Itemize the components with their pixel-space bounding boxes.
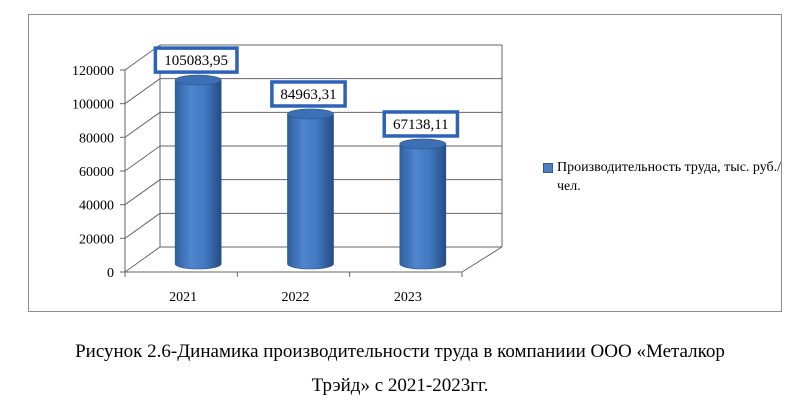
data-label-box: [153, 46, 239, 74]
gridline-side: [124, 212, 161, 239]
x-tick-label: 2021: [169, 290, 197, 305]
y-tick-label: 0: [107, 266, 114, 281]
bar: [399, 143, 447, 270]
data-label-box: [382, 110, 460, 138]
bar-top: [399, 138, 447, 150]
gridline-side: [124, 111, 161, 138]
data-label: 105083,95: [164, 53, 228, 69]
y-tick-label: 20000: [79, 232, 114, 247]
y-tick-label: 80000: [79, 131, 114, 146]
data-label: 84963,31: [280, 87, 336, 103]
data-label: 67138,11: [393, 117, 449, 133]
figure-caption-line-1: Рисунок 2.6-Динамика производительности …: [75, 341, 725, 362]
gridline-side: [124, 179, 161, 206]
gridline-side: [124, 145, 161, 172]
data-label-box: [270, 80, 347, 108]
y-tick-label: 40000: [79, 199, 114, 214]
legend-swatch: [543, 163, 553, 173]
bar: [287, 113, 334, 270]
x-tick-label: 2023: [394, 290, 422, 305]
bar-top: [174, 74, 222, 86]
bar-top: [287, 108, 334, 120]
figure-caption-line-2: Трэйд» с 2021-2023гг.: [311, 375, 489, 396]
y-tick-label: 120000: [72, 64, 114, 79]
legend: Производительность труда, тыс. руб./чел.: [543, 158, 783, 196]
bar: [174, 79, 222, 270]
y-tick-label: 100000: [72, 98, 114, 113]
legend-label: Производительность труда, тыс. руб./чел.: [557, 160, 782, 194]
y-tick-label: 60000: [79, 165, 114, 180]
plot-area: 0 20000 40000 60000 80000 100000 120000 2021 202…: [72, 44, 503, 305]
x-tick-label: 2022: [282, 290, 310, 305]
floor-edge: [461, 246, 503, 273]
gridline-side: [124, 78, 161, 105]
gridline-side: [124, 246, 161, 273]
